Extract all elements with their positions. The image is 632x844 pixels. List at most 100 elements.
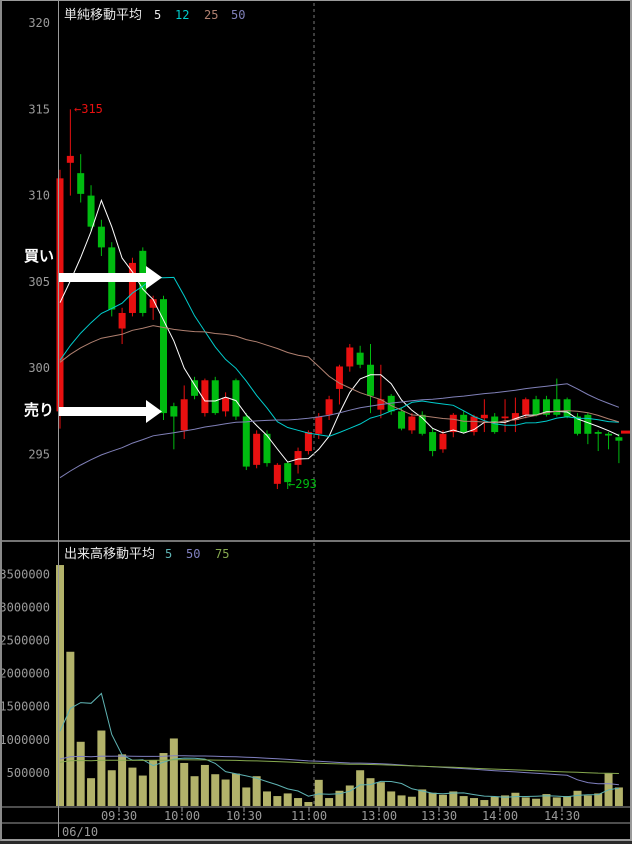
candle xyxy=(77,173,85,194)
candle xyxy=(273,464,281,484)
volume-bar xyxy=(231,773,240,806)
candle xyxy=(284,463,292,483)
candle xyxy=(253,433,261,465)
volume-bar xyxy=(294,798,303,806)
legend-values: 5 12 25 50 5 50 75 xyxy=(154,8,245,561)
volume-bar xyxy=(418,789,427,806)
candle xyxy=(180,399,188,431)
legend-period-label: 50 xyxy=(186,547,200,561)
volume-bar xyxy=(480,800,489,806)
candle xyxy=(97,226,105,248)
volume-bar xyxy=(366,778,375,806)
candle xyxy=(584,414,592,434)
volume-bar xyxy=(128,767,137,806)
volume-bar xyxy=(335,790,344,806)
price-tick-label: 315 xyxy=(28,102,50,116)
candle xyxy=(66,155,74,163)
candle xyxy=(605,433,613,436)
time-tick-label: 10:00 xyxy=(164,809,200,823)
volume-ma-5-line xyxy=(59,692,619,798)
candle xyxy=(408,416,416,431)
legend-period-label: 5 xyxy=(165,547,172,561)
candle xyxy=(491,416,499,433)
sell-label: 売り xyxy=(24,401,54,419)
candle xyxy=(294,451,302,465)
volume-bar xyxy=(563,796,572,806)
volume-axis-labels: 3500000 3000000 2500000 2000000 1500000 10000… xyxy=(0,567,50,780)
candle xyxy=(191,380,199,396)
volume-bar xyxy=(190,776,199,806)
legend-period-label: 12 xyxy=(175,8,189,22)
candle xyxy=(232,380,240,417)
volume-bar xyxy=(314,779,323,806)
candle xyxy=(501,416,509,419)
price-axis-labels: 320 315 310 305 300 295 xyxy=(28,16,50,462)
candle xyxy=(511,413,519,420)
volume-bar xyxy=(376,782,385,806)
price-tick-label: 310 xyxy=(28,189,50,203)
volume-bar xyxy=(552,797,561,806)
candle xyxy=(356,352,364,365)
price-ma-legend-title: 単純移動平均 xyxy=(64,7,142,22)
time-tick-label: 14:30 xyxy=(544,809,580,823)
volume-bar xyxy=(252,776,261,806)
volume-bar xyxy=(304,802,313,806)
candle xyxy=(160,299,167,414)
price-ma-25-line xyxy=(59,325,620,424)
volume-bar xyxy=(180,762,189,806)
candle xyxy=(563,399,571,417)
volume-bar xyxy=(97,730,106,806)
buy-label: 買い xyxy=(24,248,54,265)
candle xyxy=(522,399,530,415)
volume-bar-series xyxy=(56,565,623,806)
time-tick-label: 10:30 xyxy=(226,809,262,823)
time-axis-labels: 09:30 10:00 10:30 11:00 13:00 13:30 14:00 14:30 xyxy=(101,807,580,823)
candle xyxy=(574,416,581,434)
high-price-annotation: ←315 xyxy=(74,102,103,116)
volume-tick-label: 3000000 xyxy=(2,600,50,614)
candle xyxy=(201,380,209,414)
price-tick-label: 295 xyxy=(28,448,50,462)
time-tick-label: 13:00 xyxy=(361,809,397,823)
legend-period-label: 50 xyxy=(231,8,245,22)
legend-period-label: 5 xyxy=(154,8,161,22)
date-label: 06/10 xyxy=(62,825,98,839)
candle xyxy=(242,416,250,467)
candle xyxy=(222,397,230,412)
volume-tick-label: 1500000 xyxy=(2,700,50,714)
candle xyxy=(211,380,219,414)
volume-bar xyxy=(169,738,178,806)
candle xyxy=(615,437,623,441)
sell-arrow-icon xyxy=(59,400,162,423)
volume-bar xyxy=(438,794,447,806)
candle xyxy=(118,312,126,329)
volume-bar xyxy=(211,774,220,806)
candle xyxy=(346,347,354,367)
time-tick-label: 13:30 xyxy=(421,809,457,823)
volume-bar xyxy=(149,760,158,806)
volume-bar xyxy=(594,793,603,806)
volume-bar xyxy=(107,770,116,806)
volume-bar xyxy=(501,795,510,806)
volume-bar xyxy=(459,796,468,806)
candle xyxy=(87,195,95,227)
volume-bar xyxy=(56,565,64,806)
candle xyxy=(325,399,333,415)
volume-bar xyxy=(614,787,623,806)
volume-tick-label: 3500000 xyxy=(2,567,50,581)
time-tick-label: 09:30 xyxy=(101,809,137,823)
candle xyxy=(128,262,136,313)
volume-bar xyxy=(511,792,520,806)
volume-bar xyxy=(345,785,354,806)
legend-period-label: 25 xyxy=(204,8,218,22)
volume-bar xyxy=(532,798,541,806)
volume-bar xyxy=(273,796,282,806)
volume-ma-50-line xyxy=(59,755,619,786)
volume-bar xyxy=(542,794,551,806)
candle xyxy=(553,399,561,415)
buy-arrow-icon xyxy=(59,266,162,289)
candle xyxy=(56,178,64,412)
time-tick-label: 14:00 xyxy=(482,809,518,823)
volume-bar xyxy=(200,764,209,806)
